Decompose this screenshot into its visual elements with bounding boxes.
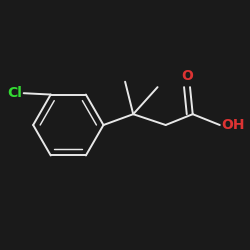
Text: Cl: Cl <box>8 86 22 100</box>
Text: OH: OH <box>221 118 244 132</box>
Text: O: O <box>181 69 193 83</box>
